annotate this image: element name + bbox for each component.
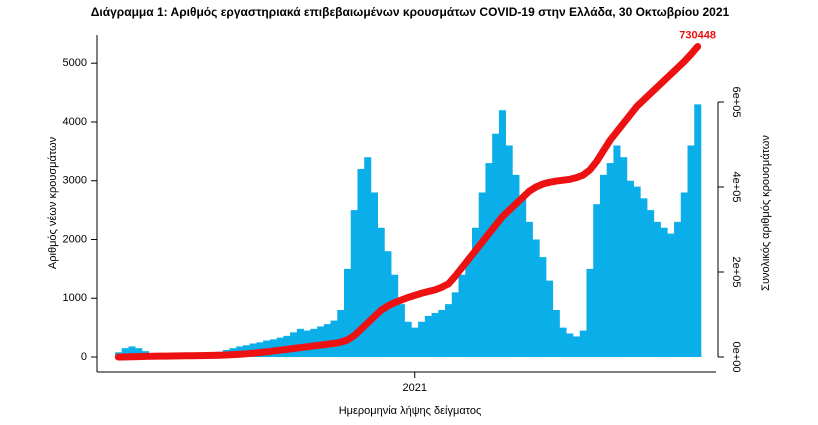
bar (364, 157, 372, 358)
bar (566, 333, 574, 358)
bar (135, 348, 143, 358)
bar (680, 192, 688, 358)
bar (546, 280, 554, 358)
bar (532, 239, 540, 358)
bar (653, 221, 661, 358)
bar (620, 157, 628, 358)
bar (344, 268, 352, 358)
bar (559, 327, 567, 358)
x-tick-label: 2021 (402, 382, 426, 394)
bar (478, 192, 486, 358)
bar (404, 321, 412, 358)
bar (674, 221, 682, 358)
bar (660, 227, 668, 358)
end-value-label: 730448 (679, 29, 716, 41)
bar (586, 268, 594, 358)
x-axis-label: Ημερομηνία λήψης δείγματος (339, 405, 482, 417)
bar (552, 310, 560, 358)
y2-axis-label: Συνολικός αριθμός κρουσμάτων (760, 135, 772, 291)
bar (424, 315, 432, 358)
bar (391, 274, 399, 358)
y-tick-label: 3000 (63, 175, 87, 187)
bar (593, 204, 601, 358)
bar (525, 221, 533, 358)
bar (647, 210, 655, 358)
bar (626, 180, 634, 358)
bar (323, 324, 331, 358)
bar (438, 310, 446, 358)
bar (606, 163, 614, 358)
bar (599, 174, 608, 358)
bar (694, 104, 702, 358)
bar (539, 257, 547, 358)
bar (330, 320, 338, 358)
bar (465, 257, 473, 358)
y2-tick-label: 2e+05 (730, 257, 742, 288)
bar (411, 327, 419, 358)
bar (579, 330, 587, 358)
y-tick-label: 5000 (63, 57, 87, 69)
bar (687, 145, 695, 358)
chart-title: Διάγραμμα 1: Αριθμός εργαστηριακά επιβεβ… (91, 5, 730, 19)
y-tick-label: 2000 (63, 233, 87, 245)
bar (512, 174, 520, 358)
bar (451, 292, 459, 358)
bar (573, 336, 581, 358)
bar (357, 168, 365, 358)
bar (377, 227, 385, 358)
y2-tick-label: 0e+00 (730, 342, 742, 373)
bar (121, 348, 129, 358)
bar (397, 304, 405, 358)
y2-tick-label: 4e+05 (730, 172, 742, 203)
cumulative-line (114, 43, 702, 361)
bar (337, 310, 345, 358)
bar (505, 145, 513, 358)
y-tick-label: 1000 (63, 292, 87, 304)
bar (485, 163, 493, 358)
bar (492, 133, 500, 358)
bar (498, 110, 506, 358)
bar (471, 227, 480, 358)
y-axis-label: Αριθμός νέων κρουσμάτων (47, 136, 59, 269)
bar (633, 186, 641, 358)
bar (640, 198, 648, 358)
y-tick-label: 4000 (63, 116, 87, 128)
bar (667, 233, 675, 358)
bar (370, 192, 378, 358)
bar (519, 198, 527, 358)
y-tick-label: 0 (81, 351, 87, 363)
y2-tick-label: 6e+05 (730, 87, 742, 118)
bar (613, 145, 621, 358)
bar (296, 328, 304, 358)
bar (350, 210, 358, 358)
bar (290, 332, 298, 358)
bar (418, 321, 426, 358)
bar (431, 312, 439, 358)
bar (128, 346, 136, 358)
bar (458, 274, 466, 358)
bar (445, 304, 453, 358)
